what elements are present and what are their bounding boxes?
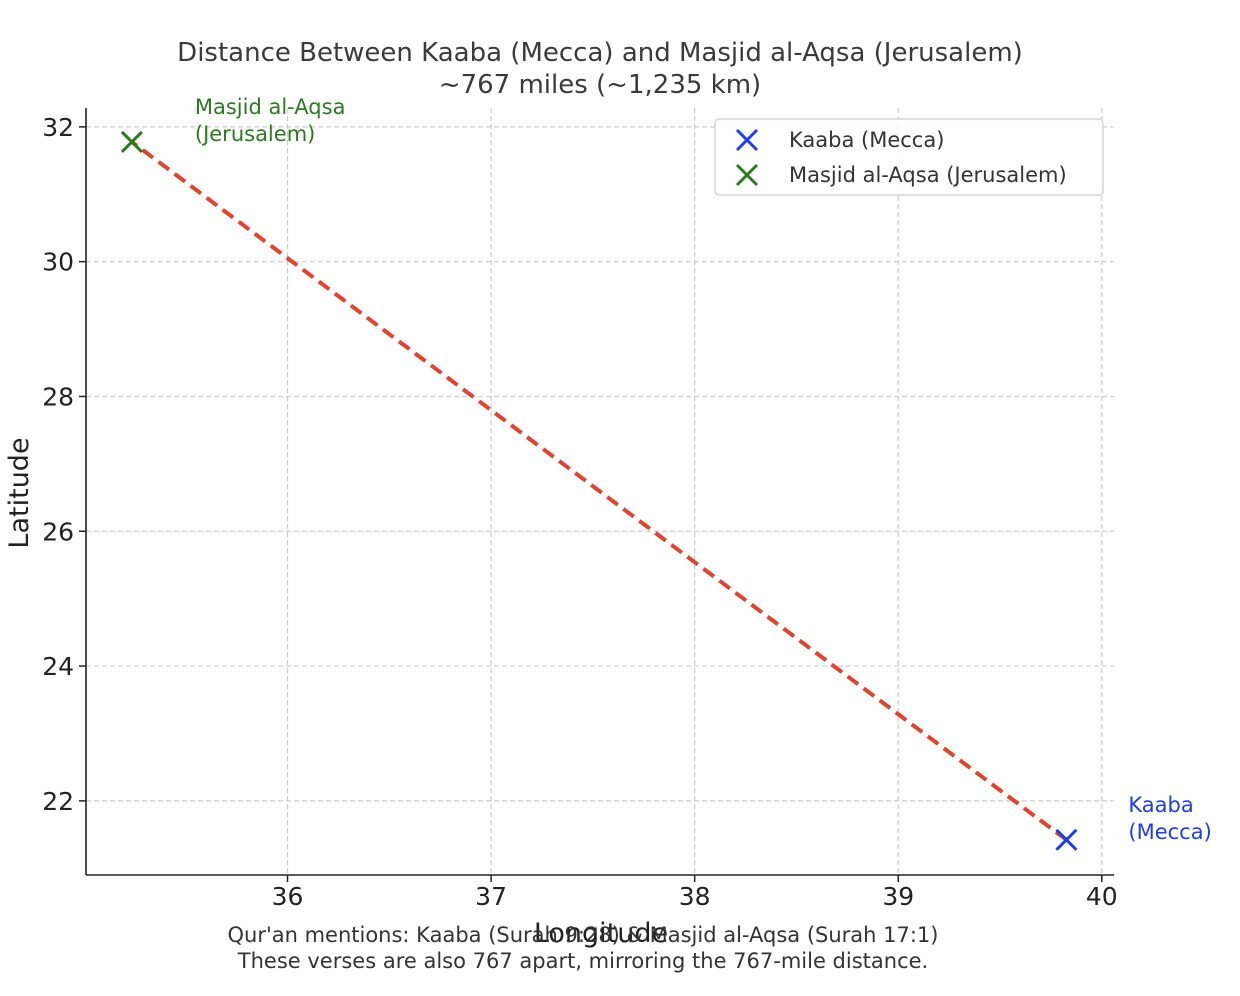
y-tick-label: 30 [42, 248, 74, 277]
x-tick-label: 39 [882, 882, 914, 911]
annotations: Kaaba (Mecca) Masjid al-Aqsa (Jerusalem) [195, 95, 1212, 844]
x-axis-label: Longitude [534, 918, 668, 949]
grid [86, 108, 1114, 875]
legend-marker [735, 128, 759, 152]
x-tick-label: 38 [679, 882, 711, 911]
y-tick-label: 28 [42, 382, 74, 411]
axes: 36 37 38 39 40 22 24 26 28 30 32 [42, 108, 1118, 911]
legend-marker-stroke [735, 163, 759, 187]
aqsa-marker-stroke [120, 130, 143, 153]
x-tick-label: 40 [1086, 882, 1118, 911]
legend-box [714, 118, 1104, 196]
x-tick-label: 36 [272, 882, 304, 911]
y-tick-label: 22 [42, 787, 74, 816]
y-axis-label: Latitude [4, 437, 35, 548]
legend-label: Kaaba (Mecca) [789, 128, 944, 152]
x-tick-label: 37 [475, 882, 507, 911]
legend: Kaaba (Mecca) Masjid al-Aqsa (Jerusalem) [714, 118, 1104, 196]
aqsa-marker [120, 130, 143, 153]
chart-subtitle: ~767 miles (~1,235 km) [439, 70, 761, 100]
legend-label: Masjid al-Aqsa (Jerusalem) [789, 163, 1067, 187]
chart-title: Distance Between Kaaba (Mecca) and Masji… [177, 38, 1023, 68]
kaaba-marker [1055, 828, 1078, 851]
legend-marker [735, 163, 759, 187]
y-tick-label: 24 [42, 652, 74, 681]
kaaba-annotation: (Mecca) [1128, 820, 1211, 844]
markers [120, 130, 1078, 851]
aqsa-annotation: (Jerusalem) [195, 122, 315, 146]
distance-line [130, 140, 1068, 842]
footnote-line-1: Qur'an mentions: Kaaba (Surah 9:28) & Ma… [227, 923, 938, 947]
kaaba-marker-stroke [1055, 828, 1078, 851]
aqsa-annotation: Masjid al-Aqsa [195, 95, 346, 119]
connector-layer [130, 140, 1068, 842]
legend-marker-stroke [735, 128, 759, 152]
kaaba-annotation: Kaaba [1128, 793, 1193, 817]
footnote-line-2: These verses are also 767 apart, mirrori… [237, 949, 928, 973]
y-tick-label: 26 [42, 517, 74, 546]
y-tick-label: 32 [42, 113, 74, 142]
